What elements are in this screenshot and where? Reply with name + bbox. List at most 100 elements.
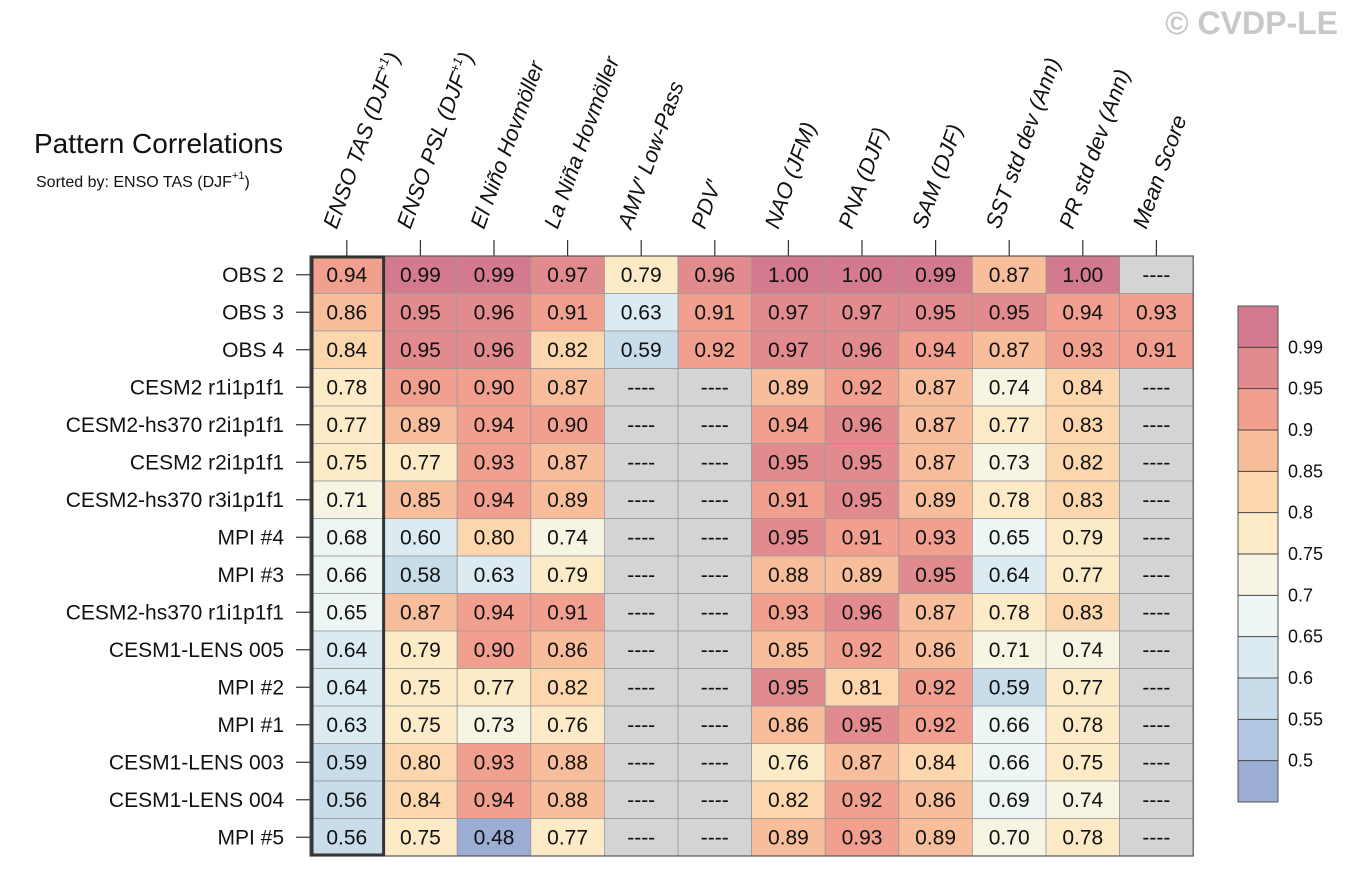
heatmap-cell [824,405,900,444]
cell-value-label: ---- [1142,489,1170,512]
heatmap-cell [383,705,458,744]
cell-value-label: 0.75 [1062,751,1103,774]
cell-value-label: 0.92 [842,789,883,812]
column-ticks [346,240,1158,256]
colorbar-swatch [1238,636,1278,678]
heatmap-cell [824,705,900,744]
heatmap-cell [1045,480,1120,519]
cell-value-label: 0.66 [326,564,367,587]
heatmap-cell [309,593,384,632]
heatmap-cell [751,330,826,369]
heatmap-cell [456,818,532,857]
heatmap-cell [972,443,1047,482]
cell-value-label: 0.75 [400,826,441,849]
column-label: El Niño Hovmöller [465,56,549,232]
cell-value-label: 0.59 [326,751,367,774]
colorbar-swatch [1238,595,1278,637]
row-label: MPI #5 [217,826,284,849]
cell-value-label: 0.74 [547,526,588,549]
row-label: MPI #1 [217,714,284,737]
heatmap-cell [309,743,384,782]
row-label: CESM1-LENS 003 [109,751,284,774]
cell-value-label: ---- [627,826,655,849]
cell-value-label: 0.63 [474,564,515,587]
cell-value-label: 0.89 [768,826,809,849]
colorbar-tick-label: 0.6 [1288,668,1313,688]
heatmap-cell [751,480,826,519]
column-label: PDV′ [686,176,727,232]
cell-value-label: 0.79 [1062,526,1103,549]
heatmap-cell [972,293,1047,332]
cell-value-label: ---- [1142,451,1170,474]
cell-value-label: ---- [627,714,655,737]
cell-value-label: 0.79 [400,639,441,662]
cell-value-label: 0.81 [842,676,883,699]
heatmap-cell [898,743,973,782]
heatmap-cell [530,330,605,369]
cell-value-label: 0.97 [547,264,588,287]
heatmap-cells: 0.94 0.99 0.99 0.97 0.79 0.96 1.00 1.00 0.99 0.87… [309,255,1194,857]
cell-value-label: 0.75 [400,714,441,737]
cell-value-label: 0.87 [547,451,588,474]
cell-value-label: ---- [1142,676,1170,699]
heatmap-cell [309,405,384,444]
colorbar-swatch [1238,388,1278,430]
cell-value-label: ---- [701,376,729,399]
heatmap-cell [383,593,458,632]
heatmap-cell [751,780,826,819]
row-label: MPI #2 [217,676,284,699]
colorbar-tick-label: 0.95 [1288,379,1323,399]
cell-value-label: 0.74 [989,376,1030,399]
colorbar-tick-label: 0.85 [1288,461,1323,481]
cell-value-label: 0.86 [915,639,956,662]
cell-value-label: 0.64 [989,564,1030,587]
column-label-text: PNA (DJF) [833,124,893,232]
heatmap-cell [530,368,605,407]
colorbar-tick-label: 0.55 [1288,709,1323,729]
heatmap-cell [1119,518,1194,557]
heatmap-cell [898,555,973,594]
heatmap-cell [824,818,900,857]
cell-value-label: 0.96 [842,414,883,437]
colorbar-swatch [1238,347,1278,389]
cell-value-label: 0.99 [474,264,515,287]
heatmap-cell [604,630,679,669]
cell-value-label: 0.87 [915,451,956,474]
heatmap-cell [972,668,1047,707]
cell-value-label: ---- [627,789,655,812]
heatmap-cell [824,593,900,632]
row-label: CESM2-hs370 r3i1p1f1 [66,489,284,512]
cell-value-label: 0.59 [621,339,662,362]
cell-value-label: ---- [1142,789,1170,812]
heatmap-cell [309,780,384,819]
heatmap-cell [604,293,679,332]
row-label: OBS 4 [222,339,284,362]
heatmap-cell [309,480,384,519]
cell-value-label: 0.96 [694,264,735,287]
cell-value-label: 0.84 [1062,376,1103,399]
cell-value-label: 0.77 [326,414,367,437]
cell-value-label: ---- [627,564,655,587]
column-label: La Niña Hovmöller [539,52,625,232]
cell-value-label: ---- [701,601,729,624]
row-label: CESM2 r2i1p1f1 [130,451,284,474]
cell-value-label: 0.71 [989,639,1030,662]
cell-value-label: 0.86 [326,301,367,324]
cell-value-label: 0.87 [989,339,1030,362]
colorbar-tick-label: 0.99 [1288,337,1323,357]
cell-value-label: 0.93 [1062,339,1103,362]
heatmap-cell [530,293,605,332]
heatmap-cell [677,518,752,557]
heatmap-cell [604,405,679,444]
cell-value-label: 0.94 [326,264,367,287]
cell-value-label: 0.99 [400,264,441,287]
cell-value-label: 0.73 [474,714,515,737]
cell-value-label: 0.70 [989,826,1030,849]
cell-value-label: ---- [701,826,729,849]
column-label-text: ENSO PSL (DJF [392,68,472,232]
heatmap-cell [751,293,826,332]
cell-value-label: ---- [627,751,655,774]
heatmap-cell [1045,330,1120,369]
cell-value-label: 0.96 [474,339,515,362]
cell-value-label: 0.63 [621,301,662,324]
